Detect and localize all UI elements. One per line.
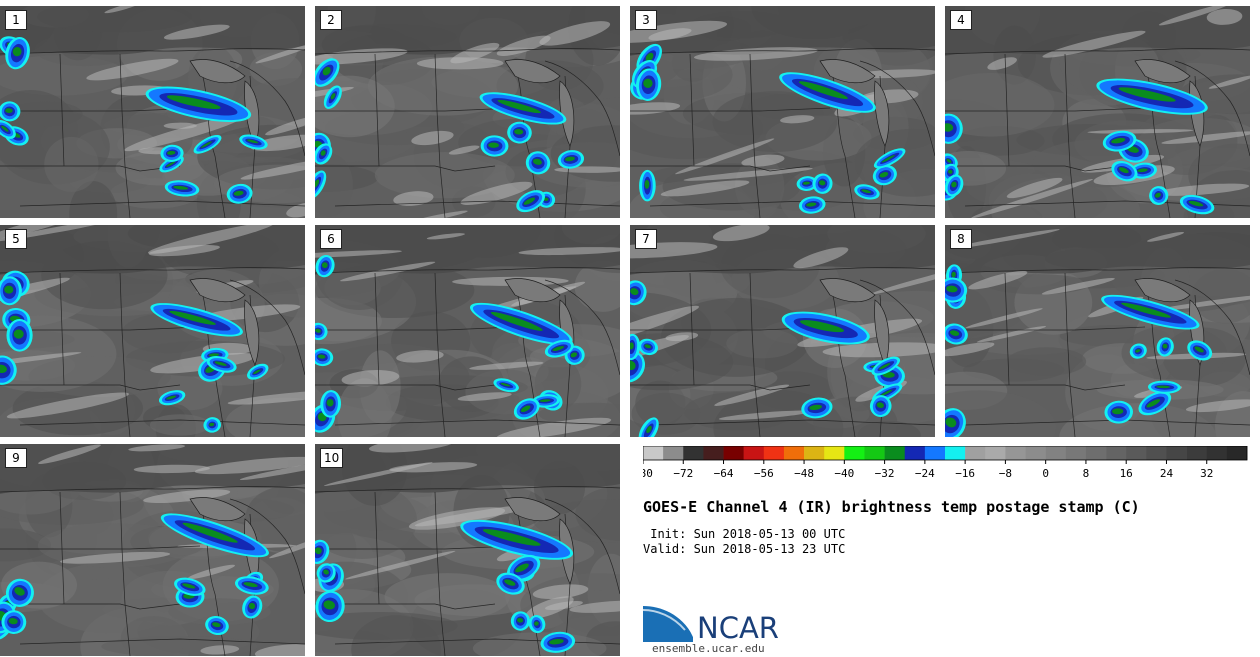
- panel-number-label: 6: [320, 229, 342, 249]
- colorbar-tick-label: −16: [955, 467, 975, 480]
- postage-stamp-panel: 7: [630, 225, 935, 437]
- colorbar-bin: [1226, 446, 1248, 460]
- colorbar-tick-label: −80: [643, 467, 653, 480]
- postage-stamp-panel: 6: [315, 225, 620, 437]
- satellite-map: [630, 6, 935, 218]
- panel-number-label: 10: [320, 448, 344, 468]
- colorbar-bin: [884, 446, 906, 460]
- satellite-map: [630, 225, 935, 437]
- colorbar-bin: [743, 446, 765, 460]
- satellite-map: [0, 6, 305, 218]
- colorbar-bin: [1025, 446, 1046, 460]
- postage-stamp-panel: 9: [0, 444, 305, 656]
- colorbar-bin: [1186, 446, 1208, 460]
- colorbar-bin: [824, 446, 845, 460]
- panel-number-label: 3: [635, 10, 657, 30]
- colorbar-bin: [1065, 446, 1087, 460]
- colorbar-bin: [763, 446, 785, 460]
- postage-stamp-panel: 4: [945, 6, 1250, 218]
- postage-stamp-panel: 10: [315, 444, 620, 656]
- panel-number-label: 7: [635, 229, 657, 249]
- colorbar-bin: [985, 446, 1006, 460]
- colorbar-bin: [1126, 446, 1147, 460]
- panel-number-label: 4: [950, 10, 972, 30]
- satellite-map: [315, 225, 620, 437]
- init-time: Init: Sun 2018-05-13 00 UTC: [643, 527, 846, 541]
- colorbar-bin: [965, 446, 986, 460]
- colorbar-bin: [864, 446, 885, 460]
- colorbar-tick-label: −40: [834, 467, 854, 480]
- colorbar-bin: [924, 446, 946, 460]
- colorbar-tick-label: −56: [754, 467, 774, 480]
- colorbar-tick-label: −48: [794, 467, 814, 480]
- colorbar-bin: [663, 446, 684, 460]
- colorbar-tick-label: −24: [915, 467, 935, 480]
- satellite-map: [945, 225, 1250, 437]
- colorbar-bin: [1005, 446, 1026, 460]
- colorbar-tick-label: −64: [714, 467, 734, 480]
- colorbar-bin: [904, 446, 926, 460]
- colorbar-tick-label: 16: [1120, 467, 1133, 480]
- colorbar-bin: [1206, 446, 1228, 460]
- valid-time: Valid: Sun 2018-05-13 23 UTC: [643, 542, 846, 556]
- colorbar-bin: [1166, 446, 1187, 460]
- satellite-map: [0, 444, 305, 656]
- ncar-url: ensemble.ucar.edu: [652, 642, 765, 655]
- satellite-map: [0, 225, 305, 437]
- colorbar-tick-label: 24: [1160, 467, 1174, 480]
- satellite-map: [945, 6, 1250, 218]
- colorbar-bin: [703, 446, 724, 460]
- figure-title: GOES-E Channel 4 (IR) brightness temp po…: [643, 498, 1140, 516]
- postage-stamp-panel: 3: [630, 6, 935, 218]
- colorbar-bin: [844, 446, 865, 460]
- colorbar-bin: [1045, 446, 1067, 460]
- ncar-logo-text: NCAR: [697, 611, 779, 645]
- colorbar-tick-label: 0: [1042, 467, 1049, 480]
- colorbar-bin: [804, 446, 825, 460]
- postage-stamp-panel: 2: [315, 6, 620, 218]
- colorbar-tick-label: −72: [673, 467, 693, 480]
- colorbar-bin: [643, 446, 664, 460]
- colorbar-tick-label: −8: [999, 467, 1012, 480]
- panel-number-label: 8: [950, 229, 972, 249]
- colorbar-tick-label: 8: [1083, 467, 1090, 480]
- panel-number-label: 1: [5, 10, 27, 30]
- panel-number-label: 9: [5, 448, 27, 468]
- colorbar-tick-label: 32: [1200, 467, 1213, 480]
- postage-stamp-panel: 5: [0, 225, 305, 437]
- postage-stamp-panel: 1: [0, 6, 305, 218]
- satellite-map: [315, 6, 620, 218]
- colorbar-bin: [783, 446, 805, 460]
- colorbar-bin: [683, 446, 704, 460]
- ncar-logo-icon: [643, 600, 695, 642]
- colorbar-bin: [1106, 446, 1127, 460]
- satellite-map: [315, 444, 620, 656]
- panel-number-label: 2: [320, 10, 342, 30]
- panel-number-label: 5: [5, 229, 27, 249]
- colorbar-bin: [723, 446, 744, 460]
- colorbar-bin: [1146, 446, 1167, 460]
- postage-stamp-panel: 8: [945, 225, 1250, 437]
- colorbar-tick-label: −32: [875, 467, 895, 480]
- colorbar-bin: [1085, 446, 1107, 460]
- colorbar-bin: [945, 446, 966, 460]
